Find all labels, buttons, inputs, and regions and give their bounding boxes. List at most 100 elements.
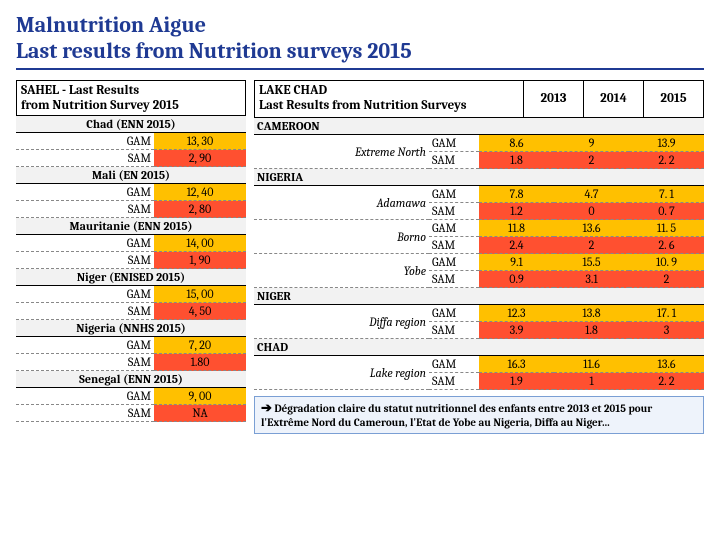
lake-gam-row: BornoGAM11.813.611. 5 bbox=[254, 220, 704, 237]
gam-value: 13.6 bbox=[554, 220, 629, 237]
sam-value: 2 bbox=[629, 271, 704, 288]
sahel-gam-row: GAM9, 00 bbox=[16, 388, 246, 405]
sam-label: SAM bbox=[429, 203, 479, 220]
sam-label: SAM bbox=[16, 405, 154, 422]
sahel-gam-row: GAM14, 00 bbox=[16, 235, 246, 252]
sam-value: 2.4 bbox=[479, 237, 554, 254]
page-title: Malnutrition Aigue Last results from Nut… bbox=[16, 12, 704, 70]
gam-label: GAM bbox=[429, 356, 479, 373]
gam-value: 7, 20 bbox=[154, 337, 246, 354]
sahel-gam-row: GAM13, 30 bbox=[16, 133, 246, 150]
sam-value: 1.8 bbox=[479, 152, 554, 169]
sam-value: 2, 80 bbox=[154, 201, 246, 218]
sahel-sam-row: SAM4, 50 bbox=[16, 303, 246, 320]
gam-label: GAM bbox=[429, 135, 479, 152]
gam-value: 12.3 bbox=[479, 305, 554, 322]
gam-value: 11.6 bbox=[554, 356, 629, 373]
gam-value: 13, 30 bbox=[154, 133, 246, 150]
sahel-table: Chad (ENN 2015)GAM13, 30SAM2, 90Mali (EN… bbox=[16, 116, 246, 422]
lake-gam-row: Extreme NorthGAM8.6913.9 bbox=[254, 135, 704, 152]
lake-gam-row: Lake regionGAM16.311.613.6 bbox=[254, 356, 704, 373]
gam-value: 8.6 bbox=[479, 135, 554, 152]
sahel-gam-row: GAM12, 40 bbox=[16, 184, 246, 201]
gam-value: 13.9 bbox=[629, 135, 704, 152]
gam-value: 13.8 bbox=[554, 305, 629, 322]
lake-region-name: Extreme North bbox=[254, 135, 429, 169]
sahel-country-name: Mali (EN 2015) bbox=[16, 167, 246, 184]
sam-value: 2 bbox=[554, 237, 629, 254]
sam-value: 2 bbox=[554, 152, 629, 169]
sam-value: 1.9 bbox=[479, 373, 554, 390]
gam-label: GAM bbox=[16, 133, 154, 150]
sahel-country-row: Nigeria (NNHS 2015) bbox=[16, 320, 246, 337]
gam-label: GAM bbox=[16, 286, 154, 303]
sam-value: 4, 50 bbox=[154, 303, 246, 320]
lake-region-name: Diffa region bbox=[254, 305, 429, 339]
lake-header: LAKE CHAD Last Results from Nutrition Su… bbox=[254, 80, 704, 118]
lake-region-name: Lake region bbox=[254, 356, 429, 390]
sahel-country-row: Mali (EN 2015) bbox=[16, 167, 246, 184]
sahel-gam-row: GAM7, 20 bbox=[16, 337, 246, 354]
sahel-header-line-1: SAHEL - Last Results bbox=[21, 83, 241, 98]
sahel-header: SAHEL - Last Results from Nutrition Surv… bbox=[16, 80, 246, 116]
lake-region-name: Borno bbox=[254, 220, 429, 254]
note-text: Dégradation claire du statut nutritionne… bbox=[261, 402, 652, 429]
sahel-country-name: Mauritanie (ENN 2015) bbox=[16, 218, 246, 235]
sahel-sam-row: SAMNA bbox=[16, 405, 246, 422]
sahel-country-name: Senegal (ENN 2015) bbox=[16, 371, 246, 388]
lake-section-row: CHAD bbox=[254, 339, 704, 356]
sam-value: 1 bbox=[554, 373, 629, 390]
lake-table: CAMEROONExtreme NorthGAM8.6913.9SAM1.822… bbox=[254, 118, 704, 390]
sahel-sam-row: SAM1, 90 bbox=[16, 252, 246, 269]
sam-value: NA bbox=[154, 405, 246, 422]
lake-region-name: Adamawa bbox=[254, 186, 429, 220]
sam-value: 3 bbox=[629, 322, 704, 339]
gam-label: GAM bbox=[16, 184, 154, 201]
lake-panel: LAKE CHAD Last Results from Nutrition Su… bbox=[254, 80, 704, 434]
gam-value: 9, 00 bbox=[154, 388, 246, 405]
gam-value: 11. 5 bbox=[629, 220, 704, 237]
year-2015: 2015 bbox=[644, 80, 704, 118]
arrow-icon: ➔ bbox=[261, 401, 272, 416]
sam-value: 1, 90 bbox=[154, 252, 246, 269]
lake-section-name: NIGERIA bbox=[254, 169, 704, 186]
gam-value: 14, 00 bbox=[154, 235, 246, 252]
lake-gam-row: YobeGAM9.115.510. 9 bbox=[254, 254, 704, 271]
sam-value: 3.9 bbox=[479, 322, 554, 339]
lake-section-row: NIGER bbox=[254, 288, 704, 305]
gam-value: 15.5 bbox=[554, 254, 629, 271]
lake-gam-row: Diffa regionGAM12.313.817. 1 bbox=[254, 305, 704, 322]
gam-value: 4.7 bbox=[554, 186, 629, 203]
sam-value: 2. 6 bbox=[629, 237, 704, 254]
sam-value: 1.80 bbox=[154, 354, 246, 371]
sam-label: SAM bbox=[429, 322, 479, 339]
sahel-country-row: Senegal (ENN 2015) bbox=[16, 371, 246, 388]
sam-value: 2. 2 bbox=[629, 152, 704, 169]
lake-section-row: NIGERIA bbox=[254, 169, 704, 186]
lake-header-line-2: Last Results from Nutrition Surveys bbox=[259, 98, 519, 113]
gam-value: 9 bbox=[554, 135, 629, 152]
gam-value: 13.6 bbox=[629, 356, 704, 373]
sahel-sam-row: SAM1.80 bbox=[16, 354, 246, 371]
sahel-country-row: Mauritanie (ENN 2015) bbox=[16, 218, 246, 235]
lake-gam-row: AdamawaGAM7.84.77. 1 bbox=[254, 186, 704, 203]
gam-label: GAM bbox=[16, 388, 154, 405]
sam-value: 2. 2 bbox=[629, 373, 704, 390]
sahel-country-name: Chad (ENN 2015) bbox=[16, 116, 246, 133]
gam-value: 12, 40 bbox=[154, 184, 246, 201]
gam-label: GAM bbox=[429, 186, 479, 203]
lake-section-name: CHAD bbox=[254, 339, 704, 356]
sahel-sam-row: SAM2, 80 bbox=[16, 201, 246, 218]
sahel-header-line-2: from Nutrition Survey 2015 bbox=[21, 98, 241, 113]
gam-label: GAM bbox=[16, 235, 154, 252]
gam-value: 10. 9 bbox=[629, 254, 704, 271]
sam-label: SAM bbox=[429, 237, 479, 254]
lake-section-name: NIGER bbox=[254, 288, 704, 305]
sahel-panel: SAHEL - Last Results from Nutrition Surv… bbox=[16, 80, 246, 434]
sam-value: 1.2 bbox=[479, 203, 554, 220]
sahel-gam-row: GAM15, 00 bbox=[16, 286, 246, 303]
sam-value: 3.1 bbox=[554, 271, 629, 288]
sam-value: 1.8 bbox=[554, 322, 629, 339]
sam-label: SAM bbox=[16, 201, 154, 218]
sam-label: SAM bbox=[429, 271, 479, 288]
